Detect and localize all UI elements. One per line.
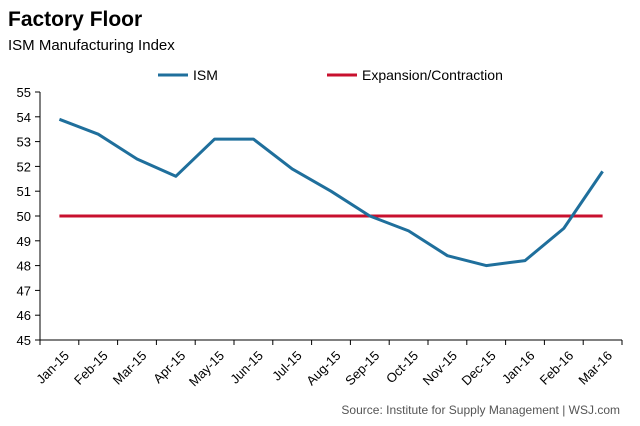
data-point-expansion-contraction	[485, 215, 488, 218]
plot-area	[58, 117, 604, 268]
data-point-expansion-contraction	[562, 215, 565, 218]
x-tick-label: Jan-15	[33, 348, 72, 387]
data-point-expansion-contraction	[446, 215, 449, 218]
x-tick-label: Feb-16	[537, 348, 577, 388]
y-tick-label: 49	[17, 234, 31, 249]
data-point-expansion-contraction	[291, 215, 294, 218]
data-point-expansion-contraction	[97, 215, 100, 218]
data-point-ism	[136, 157, 139, 160]
x-tick-label: Jul-15	[269, 348, 305, 384]
y-tick-label: 53	[17, 135, 31, 150]
y-tick-label: 48	[17, 259, 31, 274]
legend-label-ism: ISM	[193, 67, 218, 83]
data-point-expansion-contraction	[601, 215, 604, 218]
y-tick-label: 45	[17, 333, 31, 348]
data-point-ism	[252, 138, 255, 141]
legend-label-expansion-contraction: Expansion/Contraction	[362, 67, 503, 83]
x-tick-label: Mar-15	[110, 348, 150, 388]
data-point-ism	[368, 215, 371, 218]
axes: 45 46 47 48 49 50 51 52 53 54 55 Jan-15 Feb-15 Mar-15…	[17, 85, 623, 389]
x-tick-label: Feb-15	[71, 348, 111, 388]
data-point-ism	[407, 229, 410, 232]
data-point-expansion-contraction	[524, 215, 527, 218]
x-tick-label: Aug-15	[303, 348, 343, 388]
x-tick-label: Jun-15	[227, 348, 266, 387]
y-tick-label: 46	[17, 308, 31, 323]
data-point-expansion-contraction	[252, 215, 255, 218]
x-tick-label: Oct-15	[383, 348, 421, 386]
data-point-ism	[291, 167, 294, 170]
y-tick-label: 55	[17, 85, 31, 100]
data-point-ism	[330, 190, 333, 193]
series-line-ism	[58, 117, 604, 268]
chart-subtitle: ISM Manufacturing Index	[8, 37, 175, 54]
x-tick-label: Mar-16	[575, 348, 615, 388]
data-point-expansion-contraction	[58, 215, 61, 218]
y-tick-label: 47	[17, 283, 31, 298]
data-point-expansion-contraction	[136, 215, 139, 218]
legend: ISM Expansion/Contraction	[158, 67, 503, 83]
data-point-ism	[485, 264, 488, 267]
y-tick-label: 52	[17, 159, 31, 174]
data-point-ism	[446, 254, 449, 257]
y-tick-label: 54	[17, 110, 31, 125]
source-note: Source: Institute for Supply Management …	[341, 403, 620, 417]
data-point-expansion-contraction	[330, 215, 333, 218]
x-tick-label: Nov-15	[420, 348, 460, 388]
data-point-expansion-contraction	[213, 215, 216, 218]
data-point-ism	[58, 118, 61, 121]
chart-title: Factory Floor	[8, 8, 142, 31]
x-tick-label: May-15	[186, 348, 227, 389]
data-point-ism	[601, 170, 604, 173]
y-tick-label: 51	[17, 184, 31, 199]
data-point-ism	[213, 138, 216, 141]
data-point-ism	[524, 259, 527, 262]
x-tick-label: Dec-15	[459, 348, 499, 388]
x-tick-label: Apr-15	[150, 348, 188, 386]
x-tick-label: Jan-16	[499, 348, 538, 387]
x-tick-label: Sep-15	[342, 348, 382, 388]
data-point-expansion-contraction	[407, 215, 410, 218]
data-point-ism	[562, 227, 565, 230]
data-point-ism	[174, 175, 177, 178]
data-point-expansion-contraction	[174, 215, 177, 218]
data-point-ism	[97, 133, 100, 136]
y-tick-label: 50	[17, 209, 31, 224]
